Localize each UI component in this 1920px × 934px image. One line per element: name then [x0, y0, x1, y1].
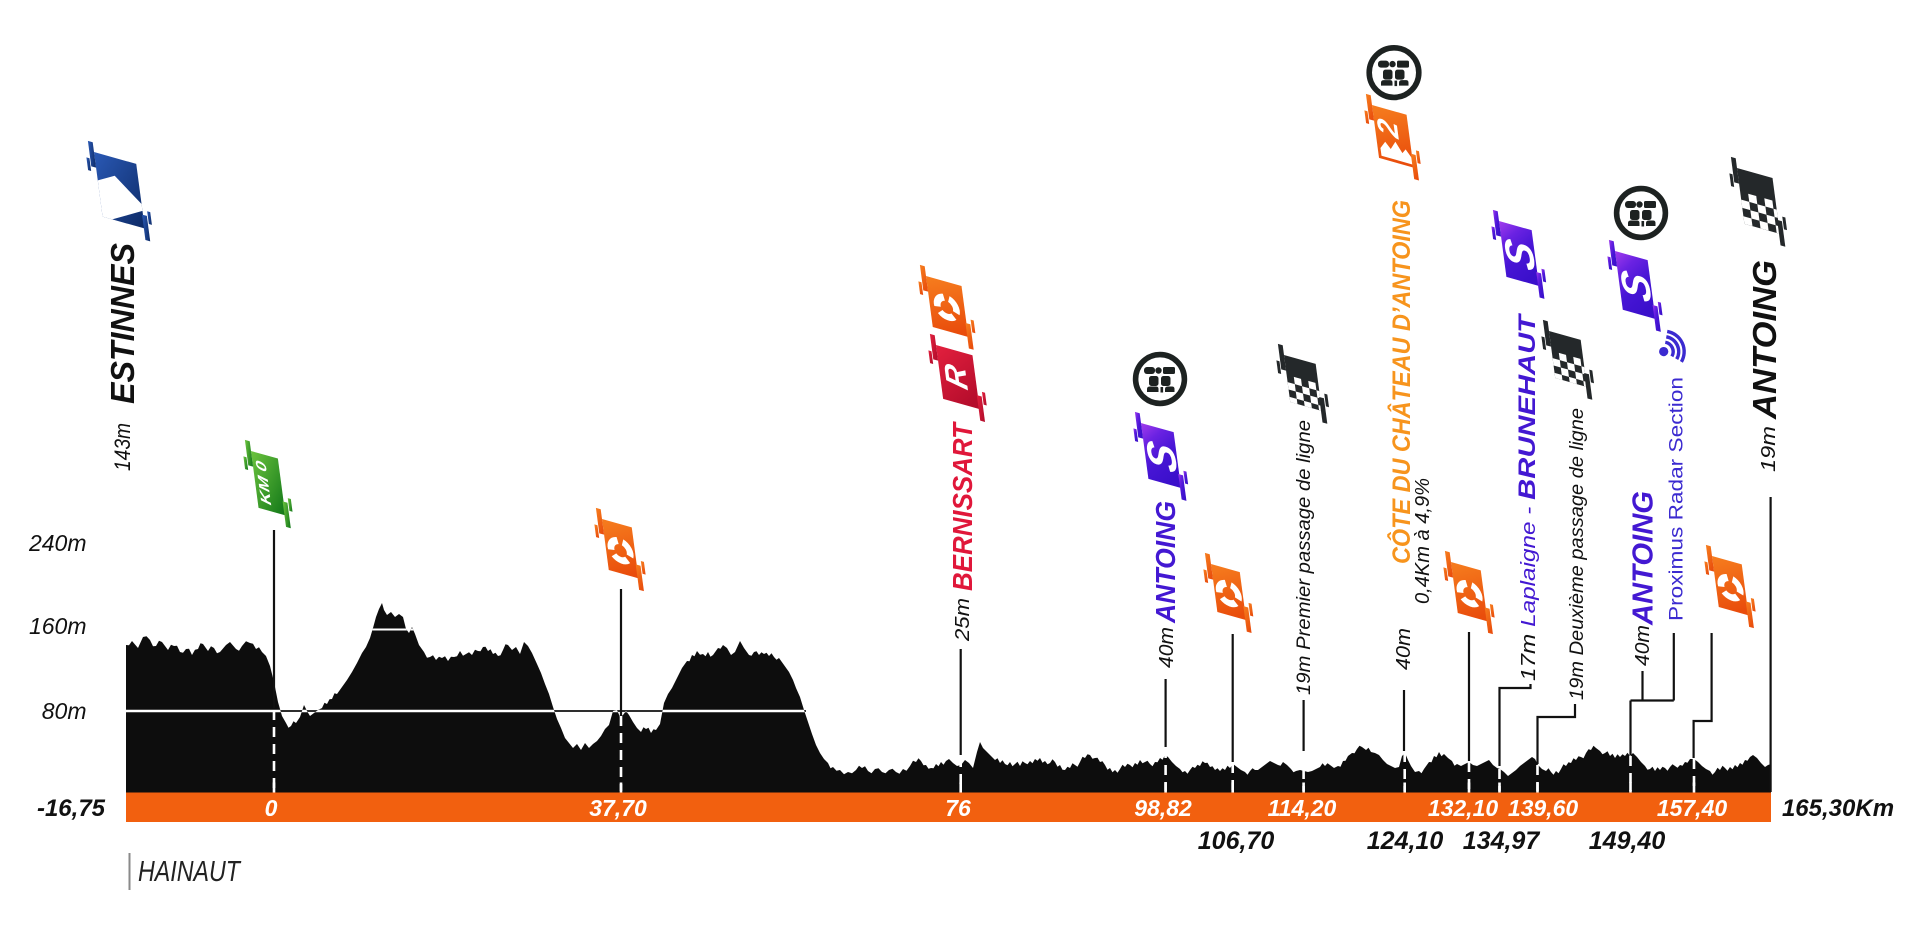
svg-text:-16,75: -16,75 — [37, 795, 106, 822]
svg-text:149,40: 149,40 — [1589, 827, 1666, 855]
svg-text:KM 0: KM 0 — [254, 458, 275, 506]
svg-text:40m: 40m — [1632, 625, 1654, 666]
svg-text:40m: 40m — [1393, 628, 1415, 670]
svg-text:ESTINNES: ESTINNES — [104, 243, 141, 404]
svg-text:114,20: 114,20 — [1268, 795, 1337, 821]
svg-text:98,82: 98,82 — [1134, 795, 1192, 821]
svg-text:ANTOING: ANTOING — [1746, 260, 1783, 420]
svg-text:37,70: 37,70 — [589, 795, 647, 821]
svg-text:Proximus Radar Section: Proximus Radar Section — [1666, 377, 1688, 621]
svg-text:143m: 143m — [110, 423, 135, 471]
svg-text:157,40: 157,40 — [1657, 795, 1728, 821]
svg-text:CÔTE DU CHÂTEAU D’ANTOING: CÔTE DU CHÂTEAU D’ANTOING — [1386, 200, 1416, 564]
svg-text:ANTOING: ANTOING — [1150, 501, 1181, 624]
svg-text:17m Laplaigne - BRUNEHAUT: 17m Laplaigne - BRUNEHAUT — [1514, 312, 1541, 681]
svg-text:19m: 19m — [1758, 426, 1780, 472]
svg-text:19m Premier passage de ligne: 19m Premier passage de ligne — [1293, 420, 1315, 695]
svg-text:80m: 80m — [42, 698, 87, 724]
svg-text:0: 0 — [265, 795, 278, 821]
svg-text:25m: 25m — [952, 598, 974, 642]
svg-text:165,30Km: 165,30Km — [1782, 795, 1894, 822]
svg-text:106,70: 106,70 — [1198, 827, 1275, 855]
svg-text:139,60: 139,60 — [1508, 795, 1579, 821]
svg-text:HAINAUT: HAINAUT — [138, 856, 242, 888]
svg-text:0,4Km à 4,9%: 0,4Km à 4,9% — [1412, 478, 1434, 604]
svg-text:76: 76 — [945, 795, 971, 821]
svg-text:BERNISSART: BERNISSART — [947, 420, 978, 591]
svg-text:160m: 160m — [29, 613, 87, 639]
svg-text:134,97: 134,97 — [1463, 827, 1541, 855]
svg-text:240m: 240m — [28, 530, 87, 556]
svg-text:ANTOING: ANTOING — [1627, 491, 1659, 626]
svg-text:132,10: 132,10 — [1428, 795, 1499, 821]
svg-text:19m Deuxième passage de ligne: 19m Deuxième passage de ligne — [1566, 408, 1588, 700]
svg-text:124,10: 124,10 — [1367, 827, 1444, 855]
svg-text:40m: 40m — [1156, 627, 1178, 668]
